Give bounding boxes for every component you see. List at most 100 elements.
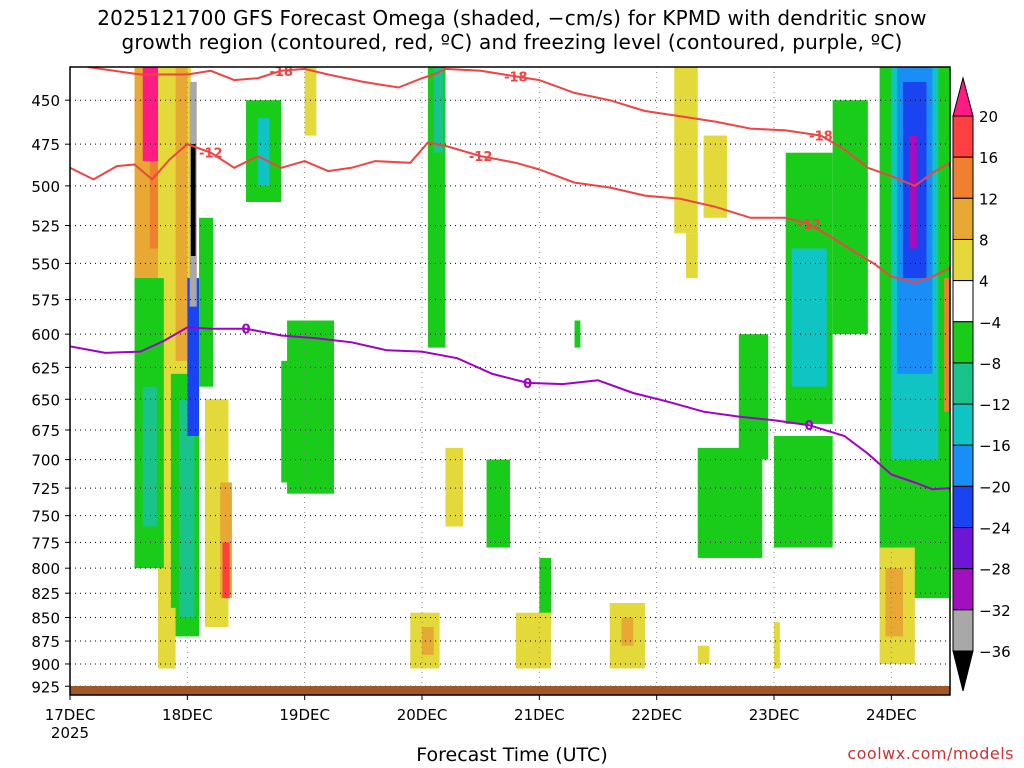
colorbar-bottom-arrow xyxy=(952,650,974,692)
colorbar-label: −4 xyxy=(979,314,1001,332)
y-tick-label: 875 xyxy=(31,633,60,651)
x-tick-label: 18DEC xyxy=(162,706,213,724)
contour-label: 0 xyxy=(805,419,814,434)
colorbar-swatch xyxy=(952,568,974,611)
omega-region xyxy=(738,334,769,460)
omega-region xyxy=(908,135,918,249)
y-axis-ticks: 450 475 500 525 550 575 600 625 650 675 700 725 750 7… xyxy=(31,92,70,696)
omega-region xyxy=(703,135,728,218)
omega-region xyxy=(175,67,188,361)
colorbar-swatch xyxy=(952,156,974,199)
chart-title-line-2: growth region (contoured, red, ºC) and f… xyxy=(121,30,903,54)
omega-region xyxy=(422,626,434,655)
colorbar-label: −28 xyxy=(979,561,1011,579)
omega-region xyxy=(187,278,200,436)
omega-region xyxy=(486,459,510,548)
omega-region xyxy=(190,144,196,256)
colorbar-swatch xyxy=(952,527,974,570)
grid-lines xyxy=(70,67,950,695)
colorbar-swatch xyxy=(952,609,974,652)
colorbar-label: 4 xyxy=(979,273,989,291)
omega-region xyxy=(697,447,763,558)
omega-region xyxy=(539,557,552,627)
plot-frame xyxy=(69,66,951,696)
y-tick-label: 900 xyxy=(31,656,60,674)
colorbar-label: 20 xyxy=(979,108,998,126)
y-tick-label: 500 xyxy=(31,178,60,196)
contour-label: -18 xyxy=(504,70,528,85)
contour-line xyxy=(70,326,950,491)
colorbar-swatch xyxy=(952,321,974,364)
colorbar-swatch xyxy=(952,115,974,158)
x-axis-label: Forecast Time (UTC) xyxy=(416,744,608,766)
y-tick-label: 475 xyxy=(31,136,60,154)
colorbar-label: 12 xyxy=(979,190,998,208)
colorbar-label: −24 xyxy=(979,520,1011,538)
chart-title: 2025121700 GFS Forecast Omega (shaded, −… xyxy=(0,6,1024,54)
y-tick-label: 550 xyxy=(31,255,60,273)
omega-region xyxy=(885,568,904,637)
y-tick-label: 525 xyxy=(31,218,60,236)
y-tick-label: 650 xyxy=(31,391,60,409)
omega-region xyxy=(574,320,581,348)
colorbar-label: −8 xyxy=(979,355,1001,373)
omega-region xyxy=(199,217,214,387)
colorbar-swatch xyxy=(952,485,974,529)
contour-label: -12 xyxy=(199,147,223,162)
y-tick-label: 925 xyxy=(31,678,60,696)
omega-region xyxy=(158,607,176,669)
colorbar-label: −12 xyxy=(979,396,1011,414)
contour-label: -12 xyxy=(469,150,493,165)
omega-region xyxy=(791,248,827,387)
omega-region xyxy=(944,278,950,412)
y-tick-label: 700 xyxy=(31,452,60,470)
omega-region xyxy=(774,435,833,548)
colorbar-label: −20 xyxy=(979,478,1011,496)
contour-label: -18 xyxy=(269,65,293,80)
omega-region xyxy=(304,67,317,136)
omega-region xyxy=(621,617,634,646)
colorbar-label: 16 xyxy=(979,149,998,167)
omega-region xyxy=(674,67,698,234)
omega-shading xyxy=(134,67,950,669)
colorbar-label: −32 xyxy=(979,602,1011,620)
y-tick-label: 575 xyxy=(31,292,60,310)
credit-text: coolwx.com/models xyxy=(847,744,1014,763)
omega-region xyxy=(686,233,698,279)
colorbar: 20 16 12 8 4 −4 −8 −12 −16 −20 −24 −28 −32 −36 xyxy=(952,76,1011,692)
contour-label: -18 xyxy=(809,130,833,145)
x-tick-label: 24DEC xyxy=(866,706,917,724)
colorbar-label: −16 xyxy=(979,437,1011,455)
y-tick-label: 750 xyxy=(31,508,60,526)
y-tick-label: 775 xyxy=(31,534,60,552)
y-tick-label: 600 xyxy=(31,326,60,344)
x-tick-label: 20DEC xyxy=(397,706,448,724)
surface-band xyxy=(70,686,950,695)
omega-region xyxy=(433,67,444,153)
omega-region xyxy=(222,542,230,599)
omega-region xyxy=(697,645,710,664)
colorbar-swatch xyxy=(952,280,974,323)
contour-label: -12 xyxy=(797,218,821,233)
x-axis-ticks: 17DEC 18DEC 19DEC 20DEC 21DEC 22DEC 23DEC 24DEC… xyxy=(45,695,917,742)
x-tick-label: 19DEC xyxy=(279,706,330,724)
colorbar-swatch xyxy=(952,403,974,446)
y-tick-label: 725 xyxy=(31,480,60,498)
colorbar-top-arrow xyxy=(952,76,974,117)
omega-region xyxy=(220,482,232,599)
contour-line xyxy=(70,141,950,284)
omega-region xyxy=(832,100,868,335)
omega-region xyxy=(287,320,334,494)
contour-label: 0 xyxy=(241,323,250,338)
contour-lines: -12 -12 -12 -18 -18 -18 0 0 0 xyxy=(70,65,950,491)
colorbar-swatch xyxy=(952,362,974,405)
y-tick-label: 625 xyxy=(31,359,60,377)
x-tick-label: 22DEC xyxy=(631,706,682,724)
contour-label: 0 xyxy=(523,377,532,392)
y-tick-label: 675 xyxy=(31,422,60,440)
contour-line xyxy=(87,67,950,188)
colorbar-swatch xyxy=(952,238,974,282)
y-tick-label: 800 xyxy=(31,560,60,578)
x-tick-label: 17DEC xyxy=(45,706,96,724)
